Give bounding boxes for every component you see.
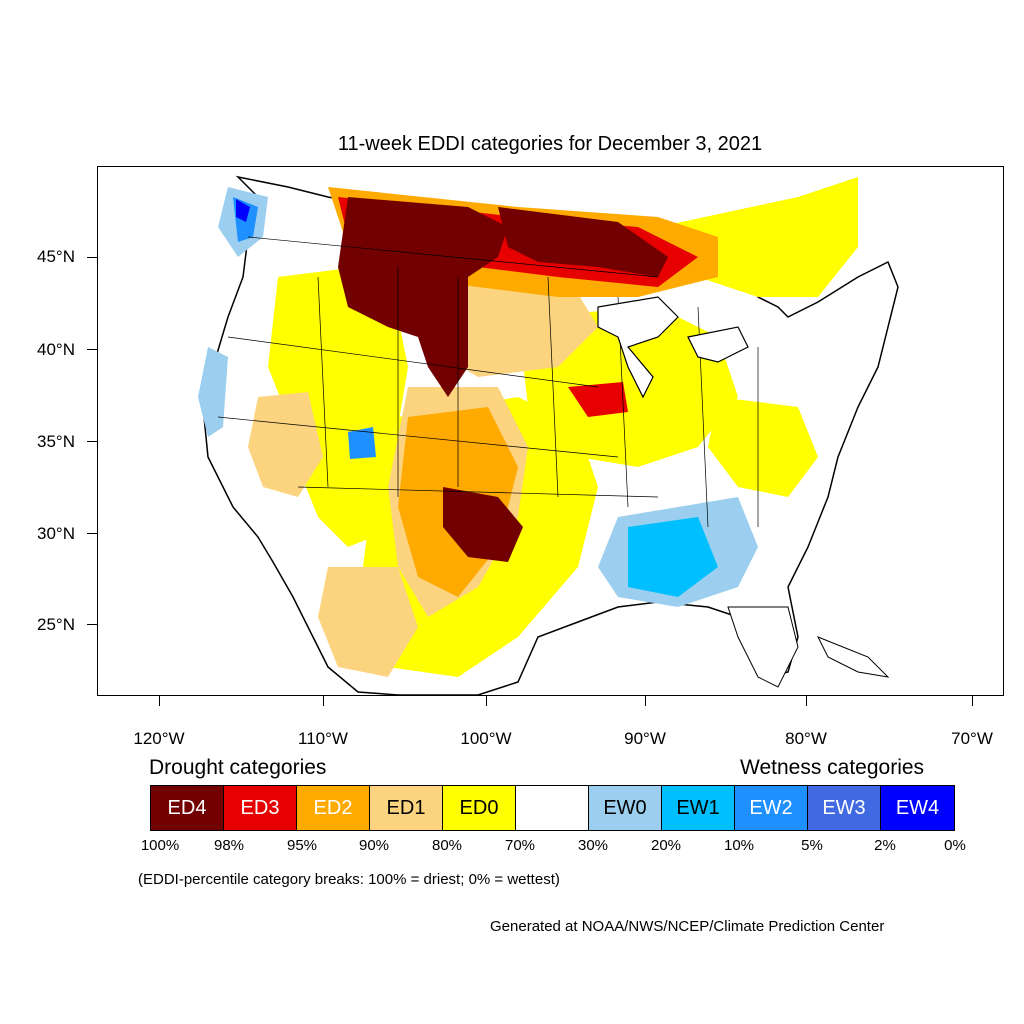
- break-label: 98%: [213, 837, 245, 854]
- break-label: 30%: [577, 837, 609, 854]
- lat-label-45: 45°N: [37, 247, 75, 266]
- credit-line: Generated at NOAA/NWS/NCEP/Climate Predi…: [490, 918, 885, 935]
- ew2-region-utah: [348, 427, 376, 459]
- lon-tick: [323, 696, 324, 706]
- ed1-region-west: [248, 392, 323, 497]
- map-frame: [97, 166, 1004, 696]
- drought-heading: Drought categories: [149, 756, 327, 779]
- great-lakes: [597, 296, 749, 399]
- lon-label-110: 110°W: [298, 729, 348, 748]
- break-label: 0%: [944, 837, 966, 854]
- ed0-region-southeast: [708, 397, 818, 497]
- legend-swatch-ed2: ED2: [297, 786, 370, 830]
- ed1-region-north: [428, 277, 598, 377]
- lat-tick: [87, 624, 97, 625]
- map-title: 11-week EDDI categories for December 3, …: [337, 133, 763, 155]
- lon-label-80: 80°W: [785, 729, 827, 748]
- break-label: 20%: [650, 837, 682, 854]
- ew1-region-southeast: [628, 517, 718, 597]
- ed4-region-montana: [338, 197, 508, 397]
- lon-label-120: 120°W: [133, 729, 185, 748]
- legend-swatch-ew0: EW0: [589, 786, 662, 830]
- legend-swatch-ew3: EW3: [808, 786, 881, 830]
- swatch-label: ED0: [459, 796, 499, 819]
- lon-label-70: 70°W: [951, 729, 993, 748]
- legend-swatch-ew4: EW4: [881, 786, 954, 830]
- break-label: 100%: [140, 837, 180, 854]
- ed4-region-dakotas: [498, 207, 668, 277]
- lat-label-35: 35°N: [37, 432, 75, 451]
- break-label: 80%: [431, 837, 463, 854]
- lon-label-100: 100°W: [460, 729, 512, 748]
- eddi-map: [198, 175, 899, 695]
- lon-tick: [972, 696, 973, 706]
- break-label: 95%: [286, 837, 318, 854]
- swatch-label: EW1: [676, 796, 720, 819]
- legend-swatch-ed1: ED1: [370, 786, 443, 830]
- legend-swatch-ed4: ED4: [151, 786, 224, 830]
- state-boundaries: [217, 236, 759, 528]
- lon-tick: [486, 696, 487, 706]
- lat-label-40: 40°N: [37, 340, 75, 359]
- legend-color-bar: ED4 ED3 ED2 ED1 ED0 EW0 EW1 EW2 EW3 EW4: [150, 785, 955, 831]
- lon-tick: [645, 696, 646, 706]
- break-label: 5%: [801, 837, 823, 854]
- legend-swatch-ed0: ED0: [443, 786, 516, 830]
- lon-label-90: 90°W: [624, 729, 666, 748]
- ed1-region-south: [318, 567, 418, 677]
- swatch-label: ED4: [167, 796, 207, 819]
- legend-swatch-ew1: EW1: [662, 786, 735, 830]
- lat-tick: [87, 441, 97, 442]
- lat-tick: [87, 257, 97, 258]
- swatch-label: EW2: [749, 796, 793, 819]
- break-label: 90%: [358, 837, 390, 854]
- legend-swatch-normal: [516, 786, 589, 830]
- lat-tick: [87, 533, 97, 534]
- category-note: (EDDI-percentile category breaks: 100% =…: [138, 871, 560, 888]
- florida-land: [727, 606, 799, 688]
- lon-tick: [159, 696, 160, 706]
- ew0-region-west-coast: [198, 347, 228, 437]
- break-label: 70%: [504, 837, 536, 854]
- swatch-label: EW4: [895, 796, 940, 819]
- wetness-heading: Wetness categories: [740, 756, 925, 779]
- break-label: 2%: [874, 837, 896, 854]
- swatch-label: ED3: [240, 796, 280, 819]
- ew4-region-pacific-nw: [236, 199, 250, 222]
- lat-label-25: 25°N: [37, 615, 75, 634]
- swatch-label: ED1: [386, 796, 426, 819]
- ed4-region-texas: [443, 487, 523, 562]
- lat-tick: [87, 349, 97, 350]
- ed3-region-iowa: [568, 382, 628, 417]
- swatch-label: EW3: [822, 796, 866, 819]
- swatch-label: ED2: [313, 796, 353, 819]
- break-label: 10%: [723, 837, 755, 854]
- lon-tick: [806, 696, 807, 706]
- lat-label-30: 30°N: [37, 524, 75, 543]
- caribbean-islands: [816, 636, 890, 678]
- legend-swatch-ew2: EW2: [735, 786, 808, 830]
- swatch-label: EW0: [603, 796, 647, 819]
- legend-swatch-ed3: ED3: [224, 786, 297, 830]
